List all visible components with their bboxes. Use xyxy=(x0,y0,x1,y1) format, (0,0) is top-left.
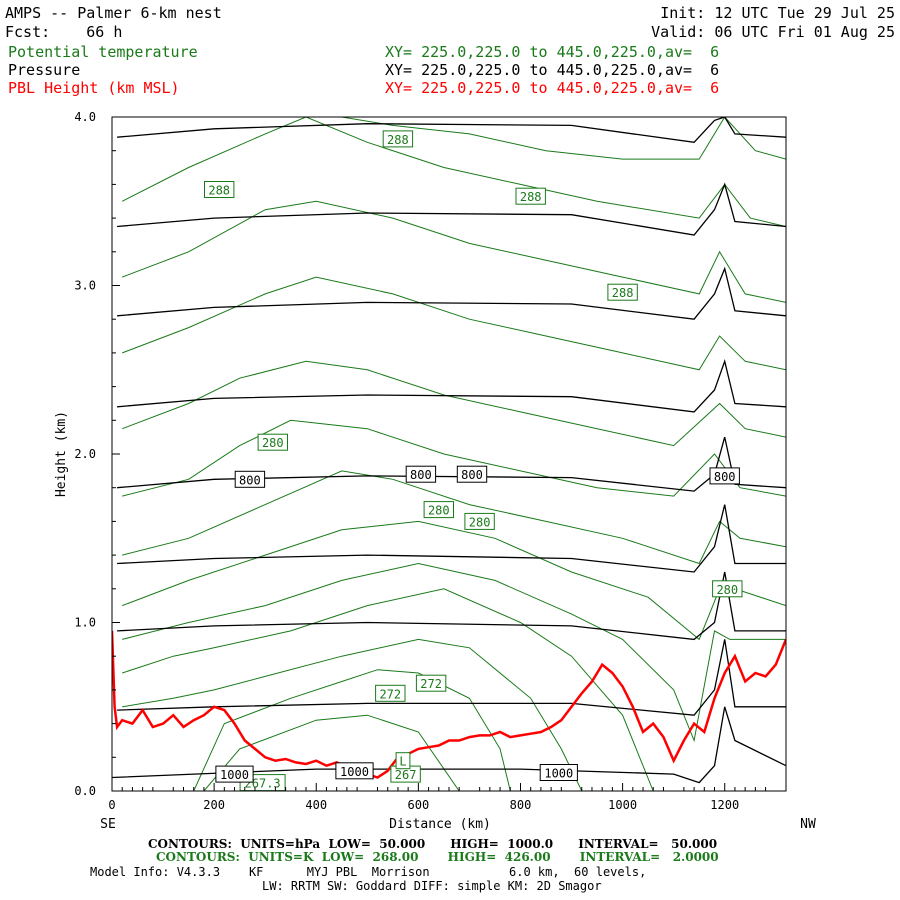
contour-label-box-19 xyxy=(539,764,578,781)
pressure-contour-info: CONTOURS: UNITS=hPa LOW= 50.000 HIGH= 10… xyxy=(148,837,718,851)
contour-label-16: 800 xyxy=(714,470,736,484)
pressure-contour-5 xyxy=(117,359,786,413)
field-xy-pbl: XY= 225.0,225.0 to 445.0,225.0,av= 6 xyxy=(385,79,720,97)
pressure-contour-2 xyxy=(117,571,786,641)
init-time: Init: 12 UTC Tue 29 Jul 25 xyxy=(660,4,895,22)
se-end-label: SE xyxy=(100,817,116,832)
pressure-contour-1 xyxy=(117,639,786,716)
contour-label-0: 288 xyxy=(387,133,409,147)
pressure-contours xyxy=(112,117,786,784)
theta-contour-6 xyxy=(122,470,786,565)
contour-label-box-4 xyxy=(257,433,289,451)
y-tick-label-4: 4.0 xyxy=(74,110,96,124)
contour-label-box-7 xyxy=(712,580,743,598)
theta-contour-2 xyxy=(122,638,583,791)
theta-contour-5 xyxy=(122,520,786,641)
theta-contour-1 xyxy=(193,669,511,791)
forecast-hour: Fcst: 66 h xyxy=(5,23,123,41)
contour-label-18: 1000 xyxy=(340,765,369,779)
y-tick-label-0: 0.0 xyxy=(74,784,96,798)
pressure-contour-0 xyxy=(112,706,786,784)
theta-contour-info: CONTOURS: UNITS=K LOW= 268.00 HIGH= 426.… xyxy=(156,850,719,864)
theta-contours xyxy=(121,117,786,791)
contour-label-5: 280 xyxy=(428,504,450,518)
field-name-pbl: PBL Height (km MSL) xyxy=(8,79,180,97)
contour-label-box-11 xyxy=(395,752,411,770)
theta-contour-12 xyxy=(341,117,786,160)
theta-contour-4 xyxy=(122,562,786,743)
contour-label-box-14 xyxy=(405,465,437,483)
contour-label-box-13 xyxy=(234,470,266,488)
contour-label-box-3 xyxy=(607,283,638,301)
x-tick-label-5: 1000 xyxy=(608,798,637,812)
x-tick-label-3: 600 xyxy=(408,798,430,812)
theta-contour-8 xyxy=(122,360,786,447)
theta-contour-9 xyxy=(122,276,786,371)
model-info: Model Info: V4.3.3 KF MYJ PBL Morrison 6… xyxy=(90,865,647,879)
contour-label-7: 280 xyxy=(716,583,738,597)
x-tick-label-4: 800 xyxy=(510,798,532,812)
contour-label-15: 800 xyxy=(461,468,483,482)
contour-label-19: 1000 xyxy=(544,767,573,781)
axis-ticks: 0 200 400 600 800 1000 1200 0.0 1.0 2.0 3.0 4.0 xyxy=(74,110,767,812)
y-tick-label-3: 3.0 xyxy=(74,279,96,293)
x-tick-label-1: 200 xyxy=(203,798,225,812)
plot-title: AMPS -- Palmer 6-km nest xyxy=(5,4,222,22)
field-name-pressure: Pressure xyxy=(8,61,81,79)
contour-label-10: 267 xyxy=(395,768,417,782)
pbl-height-series xyxy=(112,630,786,779)
theta-contour-3 xyxy=(122,588,654,791)
field-xy-pressure: XY= 225.0,225.0 to 445.0,225.0,av= 6 xyxy=(385,61,720,79)
contour-label-box-0 xyxy=(382,130,414,148)
contour-label-box-2 xyxy=(515,187,546,205)
x-tick-label-2: 400 xyxy=(305,798,327,812)
pbl-height-line xyxy=(112,630,786,779)
pressure-contour-8 xyxy=(117,117,786,143)
y-axis-label: Height (km) xyxy=(54,411,69,497)
nw-end-label: NW xyxy=(800,817,816,832)
contour-label-box-6 xyxy=(464,512,495,530)
contour-label-17: 1000 xyxy=(220,768,249,782)
theta-contour-0 xyxy=(203,714,460,791)
contour-label-11: L xyxy=(399,755,406,769)
contour-label-box-17 xyxy=(215,765,254,783)
contour-label-8: 272 xyxy=(379,687,401,701)
y-tick-label-2: 2.0 xyxy=(74,447,96,461)
field-xy-theta: XY= 225.0,225.0 to 445.0,225.0,av= 6 xyxy=(385,43,720,61)
contour-label-4: 280 xyxy=(262,436,284,450)
contour-label-box-18 xyxy=(335,762,374,780)
contour-label-box-16 xyxy=(709,467,740,485)
theta-contour-7 xyxy=(122,419,786,497)
pressure-contour-4 xyxy=(117,436,786,492)
contour-label-9: 272 xyxy=(420,677,442,691)
contour-label-6: 280 xyxy=(469,515,491,529)
pressure-contour-7 xyxy=(117,182,786,236)
contour-label-3: 288 xyxy=(612,286,634,300)
contour-label-box-5 xyxy=(423,501,455,519)
valid-time: Valid: 06 UTC Fri 01 Aug 25 xyxy=(651,23,895,41)
x-tick-label-0: 0 xyxy=(108,798,115,812)
theta-contour-11 xyxy=(121,117,786,227)
field-name-theta: Potential temperature xyxy=(8,43,198,61)
contour-label-2: 288 xyxy=(520,190,542,204)
pressure-contour-3 xyxy=(117,504,786,573)
contour-label-13: 800 xyxy=(239,473,261,487)
x-axis-label: Distance (km) xyxy=(389,817,491,832)
contour-label-box-9 xyxy=(415,674,447,692)
contour-label-box-15 xyxy=(456,465,488,483)
physics-info: LW: RRTM SW: Goddard DIFF: simple KM: 2D… xyxy=(262,879,602,893)
y-tick-label-1: 1.0 xyxy=(74,616,96,630)
contour-label-14: 800 xyxy=(410,468,432,482)
contour-label-1: 288 xyxy=(208,184,230,198)
x-tick-label-6: 1200 xyxy=(710,798,739,812)
contour-label-box-1 xyxy=(204,181,235,198)
pressure-contour-6 xyxy=(117,266,786,320)
contour-label-box-8 xyxy=(375,684,406,702)
